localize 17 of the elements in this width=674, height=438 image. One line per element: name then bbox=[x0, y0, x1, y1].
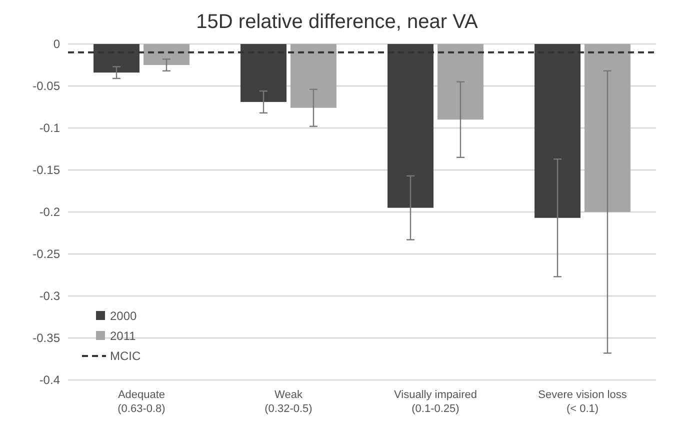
y-tick-label: -0.2 bbox=[39, 205, 60, 220]
y-tick-label: -0.1 bbox=[39, 121, 60, 136]
legend-label: 2011 bbox=[110, 329, 136, 344]
x-tick-label: Visually impaired (0.1-0.25) bbox=[394, 389, 477, 415]
y-tick-label: 0 bbox=[53, 37, 60, 52]
legend-label: 2000 bbox=[110, 309, 138, 324]
x-tick-label: Adequate (0.63-0.8) bbox=[118, 389, 166, 415]
legend-label: MCIC bbox=[110, 349, 141, 364]
y-tick-label: -0.15 bbox=[32, 163, 60, 178]
y-tick-label: -0.35 bbox=[32, 331, 60, 346]
y-tick-label: -0.25 bbox=[32, 247, 60, 262]
x-tick-label: Weak (0.32-0.5) bbox=[264, 389, 312, 415]
y-tick-label: -0.05 bbox=[32, 79, 60, 94]
x-tick-label: Severe vision loss (< 0.1) bbox=[538, 389, 628, 415]
y-tick-label: -0.3 bbox=[39, 289, 60, 304]
chart-title: 15D relative difference, near VA bbox=[196, 11, 478, 33]
y-tick-label: -0.4 bbox=[39, 373, 60, 388]
